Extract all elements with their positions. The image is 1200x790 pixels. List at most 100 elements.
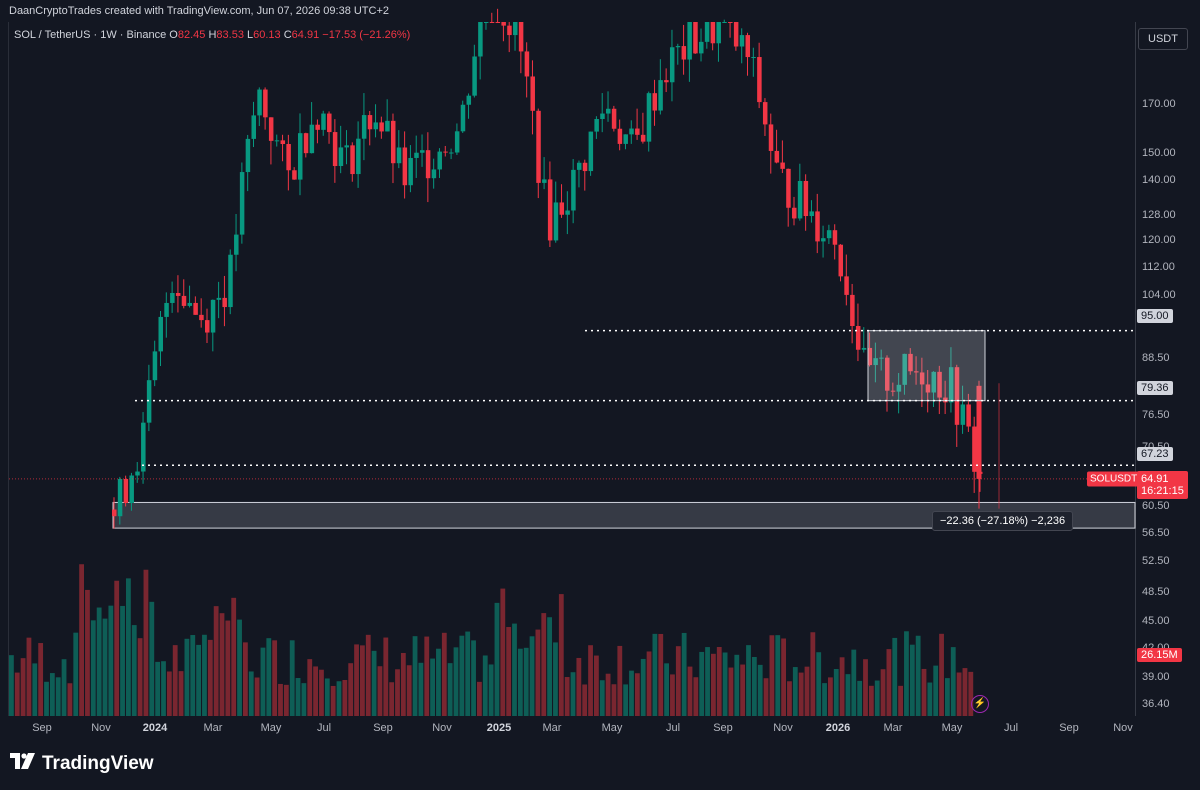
volume-bar xyxy=(49,673,55,716)
volume-bar xyxy=(108,605,114,716)
candle-body xyxy=(617,128,623,144)
candle-body xyxy=(321,113,326,130)
candle-body xyxy=(280,140,286,145)
volume-bar xyxy=(851,649,857,716)
volume-bar xyxy=(295,677,301,716)
volume-bar xyxy=(658,633,664,716)
candle-body xyxy=(158,316,163,352)
time-tick: Sep xyxy=(32,722,52,734)
volume-bar xyxy=(798,672,804,716)
lightning-icon[interactable]: ⚡ xyxy=(971,695,989,713)
volume-bar xyxy=(190,635,196,716)
volume-bar xyxy=(395,669,400,716)
candle-body xyxy=(489,22,495,23)
candle-body xyxy=(495,22,501,23)
volume-bar xyxy=(178,671,184,716)
candle-body xyxy=(972,426,977,472)
candle-body xyxy=(507,25,512,36)
volume-bar xyxy=(857,680,863,716)
volume-bar xyxy=(699,651,705,716)
volume-bar xyxy=(307,659,313,716)
candle-body xyxy=(187,302,193,306)
volume-bar xyxy=(792,667,798,716)
candle-body xyxy=(658,80,663,111)
volume-bar xyxy=(9,655,14,716)
volume-bar xyxy=(219,613,225,716)
brand[interactable]: TradingView xyxy=(10,753,154,775)
volume-bar xyxy=(512,623,517,716)
volume-bar xyxy=(137,638,143,716)
price-tick: 170.00 xyxy=(1142,98,1176,111)
candle-body xyxy=(948,367,954,403)
symbol-tag: SOLUSDT xyxy=(1087,471,1141,487)
candle-body xyxy=(390,120,396,164)
volume-bar xyxy=(904,631,909,716)
volume-bar xyxy=(202,634,207,716)
candle-body xyxy=(890,390,896,392)
candle-body xyxy=(710,22,716,44)
volume-bar xyxy=(301,683,307,716)
candle-body xyxy=(129,475,134,504)
time-tick: Mar xyxy=(883,722,903,734)
candle-body xyxy=(472,56,477,96)
volume-bar xyxy=(763,678,769,716)
candle-body xyxy=(443,151,448,153)
candle-body xyxy=(164,302,169,317)
candle-body xyxy=(210,299,216,333)
volume-bar xyxy=(775,635,781,716)
volume-bar xyxy=(968,671,974,716)
price-tick: 36.40 xyxy=(1142,698,1170,710)
candle-body xyxy=(112,509,117,517)
volume-bar xyxy=(260,647,266,716)
candle-body xyxy=(297,133,303,180)
time-tick: May xyxy=(941,722,963,734)
volume-bar xyxy=(716,647,722,716)
plot-area[interactable] xyxy=(8,22,1136,716)
candle-body xyxy=(664,80,669,83)
volume-bar xyxy=(172,645,178,716)
volume-bar xyxy=(582,684,588,716)
level-79-tag: 79.36 xyxy=(1137,381,1173,395)
volume-bar xyxy=(664,663,669,716)
volume-bar xyxy=(506,627,512,716)
candle-body xyxy=(350,145,355,175)
candle-body xyxy=(850,294,855,326)
time-tick: Nov xyxy=(91,722,111,734)
volume-bar xyxy=(523,647,529,716)
candle-body xyxy=(902,353,907,385)
candle-body xyxy=(588,131,594,172)
legend-symbol: SOL / TetherUS · 1W · Binance xyxy=(14,29,167,41)
volume-bar xyxy=(114,580,120,716)
volume-bar xyxy=(248,671,254,716)
candle-body xyxy=(117,478,123,517)
candle-body xyxy=(454,131,460,153)
candle-body xyxy=(576,162,582,170)
candle-body xyxy=(251,115,256,139)
price-tick: 112.00 xyxy=(1142,260,1175,273)
volume-bar xyxy=(272,640,278,716)
volume-bar xyxy=(909,644,915,716)
candle-body xyxy=(623,134,628,144)
candle-body xyxy=(861,347,867,350)
candle-body xyxy=(832,230,838,245)
volume-bar xyxy=(389,682,395,716)
currency-button[interactable]: USDT xyxy=(1138,28,1188,50)
candle-body xyxy=(466,95,472,105)
legend-open: 82.45 xyxy=(177,29,206,41)
candle-body xyxy=(855,325,861,350)
volume-bar xyxy=(32,663,38,716)
volume-bar xyxy=(921,668,927,716)
volume-bar xyxy=(950,647,956,716)
candle-body xyxy=(728,22,733,23)
price-axis[interactable] xyxy=(1135,22,1200,716)
volume-bar xyxy=(804,666,810,716)
volume-bar xyxy=(933,665,939,716)
volume-bar xyxy=(79,564,84,716)
volume-bar xyxy=(623,684,629,716)
volume-bar xyxy=(640,658,646,716)
volume-bar xyxy=(898,685,903,716)
candle-body xyxy=(937,371,942,398)
volume-bar xyxy=(26,637,32,716)
volume-bar xyxy=(324,678,330,716)
